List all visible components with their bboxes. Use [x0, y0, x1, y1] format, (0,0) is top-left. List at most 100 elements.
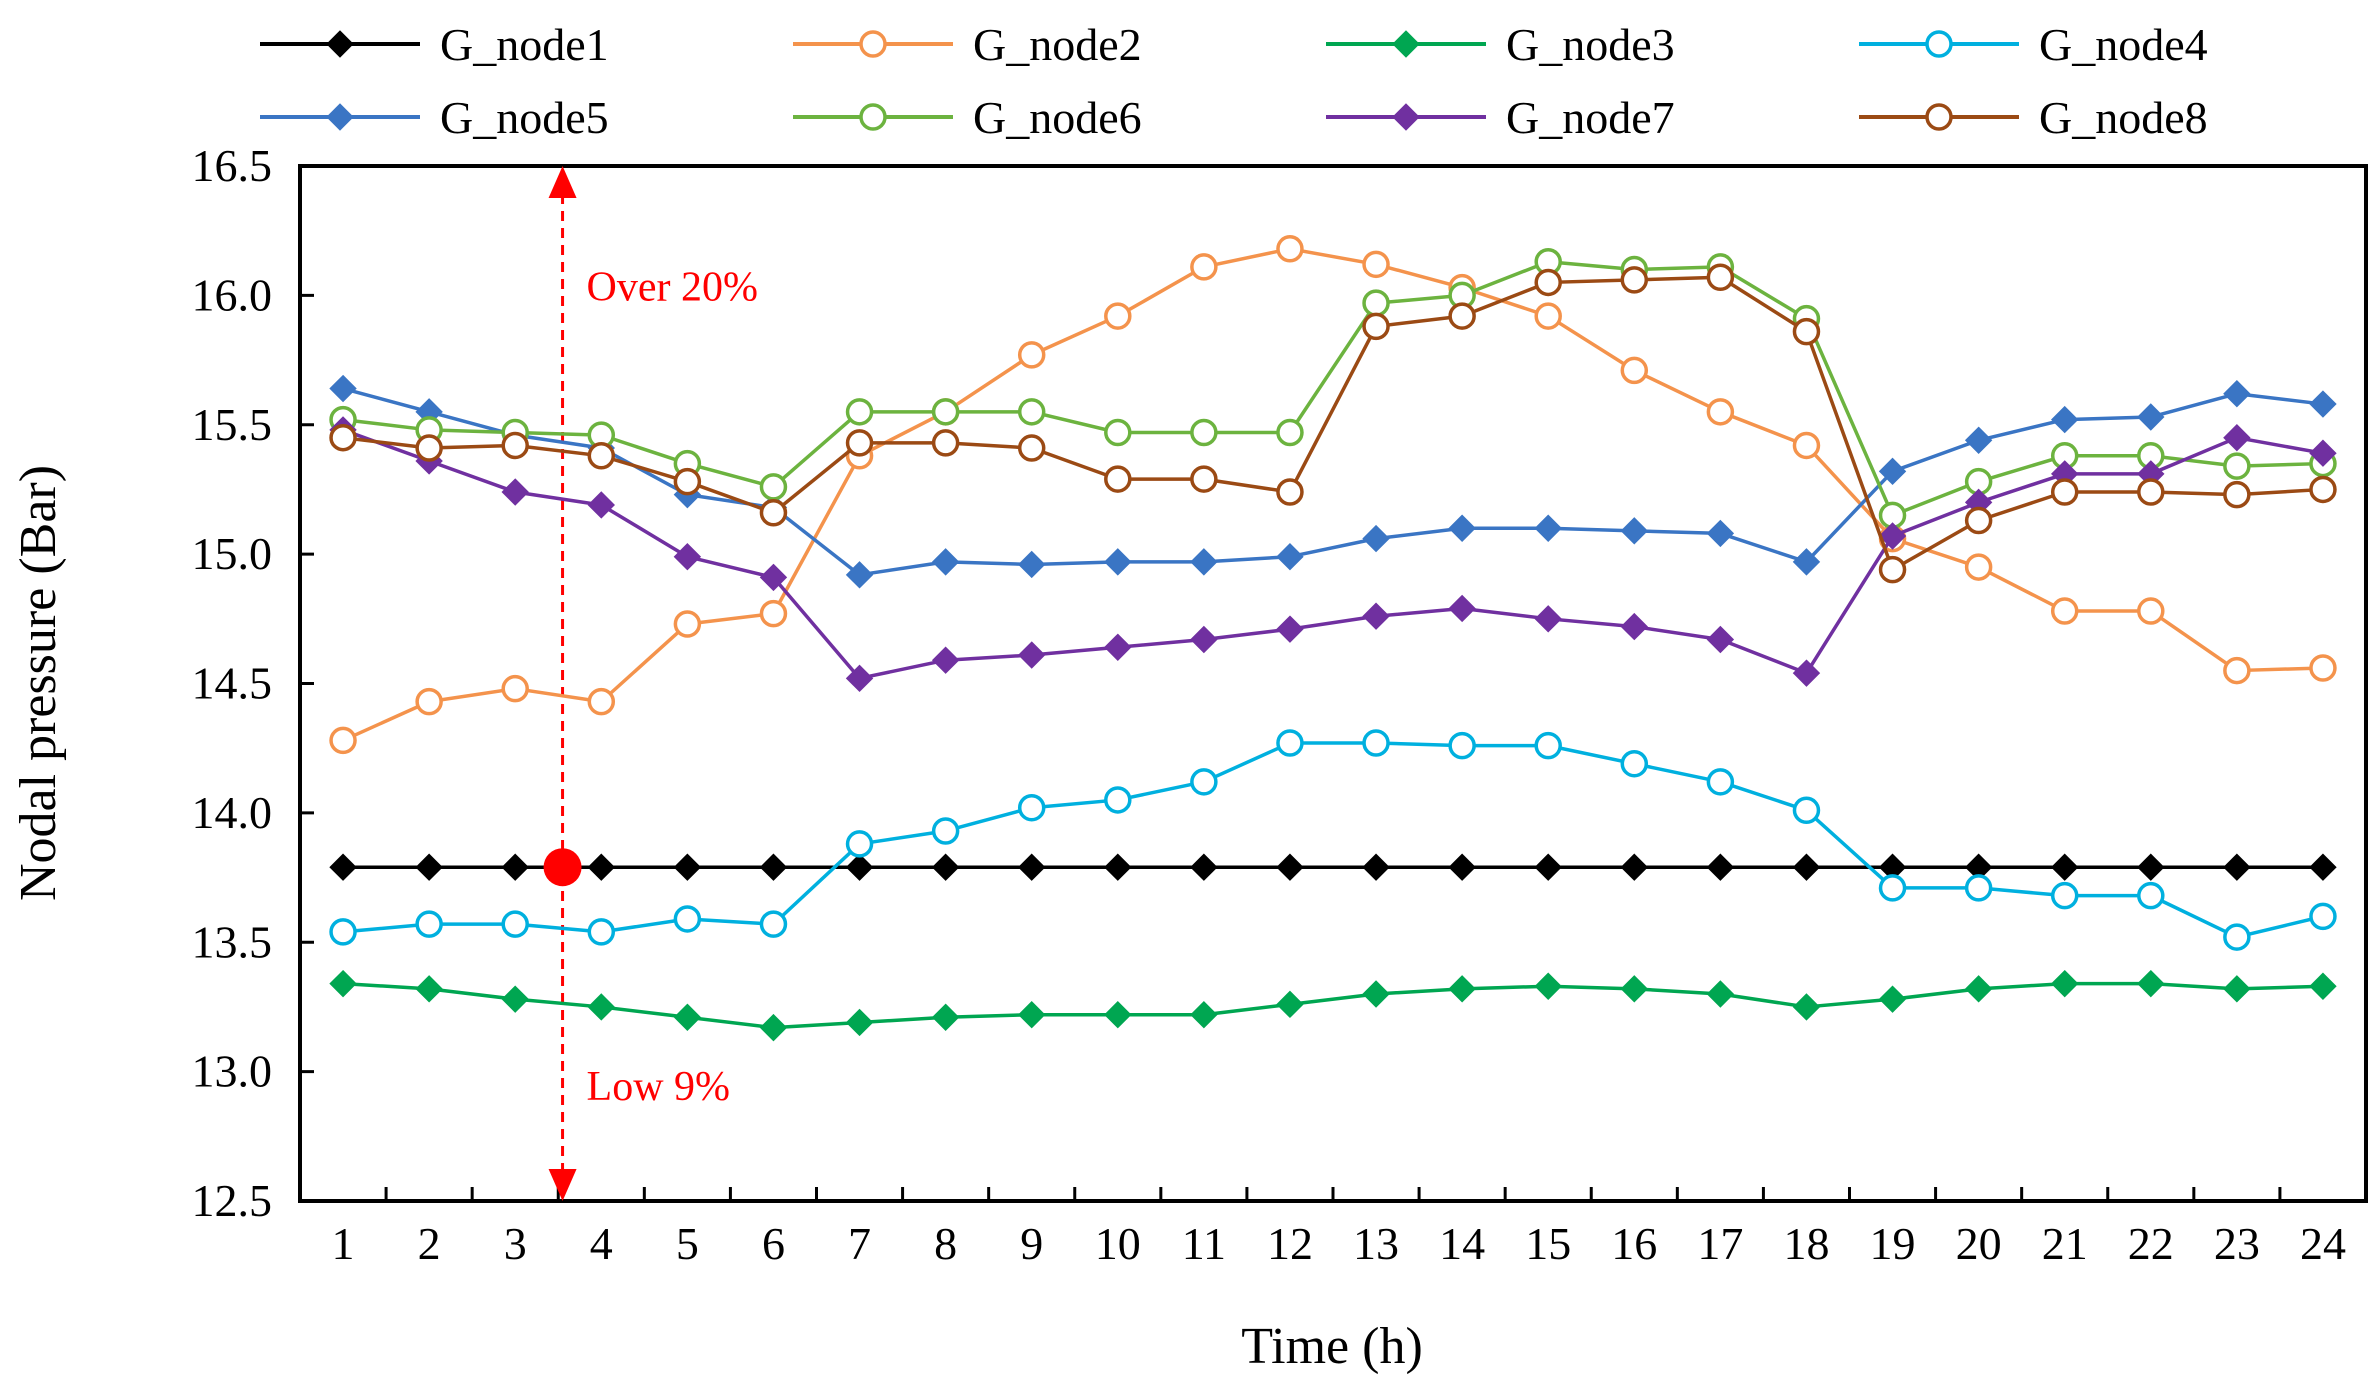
data-point: [845, 1008, 874, 1037]
data-point: [1276, 418, 1304, 447]
data-point: [1104, 465, 1132, 493]
data-point: [1620, 266, 1649, 294]
data-point: [501, 478, 529, 506]
data-point: [1362, 729, 1390, 757]
data-point: [415, 975, 443, 1003]
legend-marker: [326, 103, 354, 131]
data-point: [1104, 418, 1132, 447]
legend-item: G_node7: [1326, 92, 1675, 143]
data-point: [759, 563, 788, 592]
data-point: [1190, 253, 1218, 281]
data-point: [673, 543, 702, 571]
y-tick-label: 13.0: [192, 1046, 273, 1097]
data-point: [1792, 796, 1821, 825]
data-point: [2309, 390, 2337, 418]
data-point: [1964, 975, 1993, 1003]
data-point: [1706, 768, 1735, 796]
data-point: [2309, 972, 2337, 1000]
x-axis-title: Time (h): [1241, 1318, 1423, 1375]
data-point: [1276, 990, 1304, 1019]
series-G_node7: [329, 416, 2337, 693]
x-tick-label: 9: [1020, 1218, 1043, 1269]
x-tick-label: 14: [1439, 1218, 1485, 1269]
data-point: [673, 1003, 702, 1031]
data-point: [1534, 731, 1562, 760]
data-point: [2309, 475, 2337, 504]
data-point: [1964, 874, 1993, 902]
x-tick-label: 6: [762, 1218, 785, 1269]
x-tick-label: 17: [1697, 1218, 1743, 1269]
y-tick-label: 16.5: [192, 140, 273, 191]
data-point: [1276, 543, 1304, 571]
data-point: [1706, 519, 1735, 548]
x-tick-label: 12: [1267, 1218, 1313, 1269]
data-point: [1878, 874, 1907, 902]
data-point: [1620, 853, 1648, 881]
x-tick-label: 19: [1870, 1218, 1916, 1269]
x-tick-label: 1: [332, 1218, 355, 1269]
data-point: [2223, 423, 2251, 452]
data-point: [415, 853, 443, 881]
legend-item: G_node4: [1859, 19, 2208, 70]
legend-marker: [1925, 30, 1953, 58]
data-point: [2137, 597, 2165, 625]
y-tick-label: 16.0: [192, 269, 273, 320]
data-point: [1276, 729, 1304, 757]
legend-item: G_node2: [793, 19, 1142, 70]
legend-item: G_node1: [260, 19, 609, 70]
data-point: [931, 817, 960, 845]
series-layer: [329, 235, 2337, 1042]
x-tick-label: 22: [2128, 1218, 2174, 1269]
legend-marker: [1925, 103, 1953, 131]
data-point: [1362, 250, 1390, 279]
data-point: [931, 548, 960, 576]
x-axis: 1 2 3 4 5 6 7 8 9 10 11 12 13 14 15 16 17 18 19 20 21 22 23 24: [298, 1187, 2368, 1269]
data-point: [587, 853, 615, 881]
data-point: [845, 853, 874, 881]
data-point: [1620, 517, 1648, 545]
x-tick-label: 10: [1095, 1218, 1141, 1269]
series-G_node4: [329, 729, 2337, 951]
series-line: [342, 428, 2324, 681]
data-point: [1017, 793, 1046, 822]
y-tick-label: 15.5: [192, 399, 273, 450]
data-point: [1792, 659, 1821, 687]
legend-label: G_node1: [440, 19, 609, 70]
data-point: [931, 853, 960, 881]
data-point: [587, 993, 615, 1021]
data-point: [1362, 524, 1390, 553]
data-point: [1964, 506, 1993, 535]
data-point: [2137, 881, 2165, 910]
data-point: [1448, 514, 1476, 542]
data-point: [1964, 553, 1993, 581]
data-point: [1362, 289, 1390, 317]
data-point: [1018, 550, 1046, 579]
series-line: [342, 741, 2324, 939]
annotation-arrowhead-up: [548, 166, 577, 198]
data-point: [1362, 602, 1390, 630]
annotation-upper-text: Over 20%: [587, 265, 758, 311]
data-point: [1017, 434, 1046, 462]
data-point: [673, 610, 702, 638]
legend-marker: [326, 30, 354, 58]
data-point: [759, 473, 788, 501]
data-point: [673, 853, 702, 881]
data-point: [1276, 853, 1304, 881]
data-point: [759, 599, 788, 628]
data-point: [415, 434, 443, 462]
data-point: [1190, 768, 1218, 796]
data-point: [2050, 881, 2079, 910]
y-tick-label: 13.5: [192, 916, 273, 967]
x-tick-label: 21: [2042, 1218, 2088, 1269]
data-point: [2223, 656, 2251, 685]
x-tick-label: 23: [2214, 1218, 2260, 1269]
x-tick-label: 7: [848, 1218, 871, 1269]
data-point: [2137, 853, 2165, 881]
legend: G_node1 G_node2 G_node3 G_node4 G_node5 G_nod…: [260, 19, 2208, 143]
data-point: [931, 398, 960, 426]
x-tick-label: 15: [1525, 1218, 1571, 1269]
data-point: [2309, 439, 2337, 467]
data-point: [2137, 969, 2165, 998]
data-point: [1620, 975, 1648, 1003]
annotation: Over 20% Low 9%: [548, 166, 758, 1201]
